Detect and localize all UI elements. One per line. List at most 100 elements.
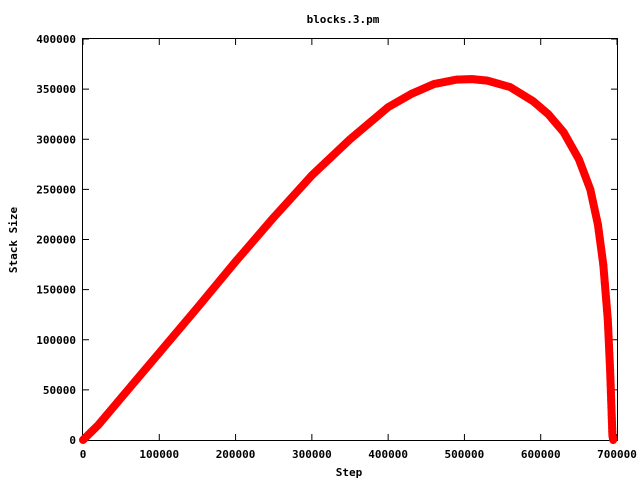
x-tick-label: 600000 [521, 448, 561, 461]
y-tick-label: 200000 [36, 234, 76, 247]
data-point-marker [206, 288, 215, 297]
data-point-marker [148, 356, 157, 365]
data-point-marker [559, 128, 568, 137]
data-point-marker [592, 214, 601, 223]
y-tick-label: 100000 [36, 334, 76, 347]
data-point-marker [314, 165, 323, 174]
data-point-marker [580, 170, 589, 179]
data-point-marker [193, 303, 202, 312]
y-tick-label: 300000 [36, 133, 76, 146]
data-point-marker [129, 378, 138, 387]
data-point-marker [282, 199, 291, 208]
data-point-marker [187, 311, 196, 320]
data-point-marker [377, 108, 386, 117]
data-point-marker [582, 175, 591, 184]
data-point-marker [586, 185, 595, 194]
data-point-marker [225, 265, 234, 274]
data-point-marker [244, 242, 253, 251]
data-point-marker [168, 333, 176, 342]
data-point-marker [606, 388, 615, 397]
data-point-marker [333, 147, 342, 156]
x-axis-label: Step [336, 466, 363, 479]
data-point-marker [574, 155, 583, 164]
data-point-marker [494, 79, 503, 88]
data-point-marker [584, 180, 593, 189]
data-point-marker [358, 124, 367, 133]
data-point-marker [94, 420, 103, 429]
data-point-marker [263, 220, 272, 229]
data-point-marker [588, 197, 597, 206]
data-point-marker [237, 250, 246, 259]
data-point-marker [498, 80, 507, 89]
x-tick-label: 300000 [292, 448, 332, 461]
data-point-marker [418, 85, 427, 94]
x-tick-label: 500000 [445, 448, 485, 461]
data-point-marker [600, 278, 609, 287]
y-tick-label: 0 [69, 434, 76, 447]
data-point-marker [414, 86, 423, 95]
data-point-marker [603, 315, 612, 324]
data-point-marker [276, 206, 285, 215]
data-point-marker [597, 247, 606, 256]
x-tick-label: 700000 [597, 448, 637, 461]
data-point-marker [599, 260, 608, 269]
y-tick-label: 50000 [43, 384, 76, 397]
data-point-marker [301, 178, 310, 187]
data-point-marker [502, 82, 511, 91]
y-tick-label: 400000 [36, 33, 76, 46]
data-point-marker [174, 326, 183, 335]
data-point-marker [600, 269, 609, 278]
data-point-marker [445, 77, 454, 86]
data-point-marker [578, 165, 587, 174]
data-point-marker [596, 240, 605, 249]
data-point-marker [606, 380, 615, 389]
data-point-marker [604, 332, 613, 341]
data-point-marker [448, 76, 457, 85]
data-point-marker [257, 228, 265, 237]
data-point-marker [320, 159, 329, 168]
chart-title: blocks.3.pm [307, 13, 380, 26]
data-point-marker [326, 153, 335, 162]
data-point-marker [155, 348, 164, 357]
data-point-marker [593, 220, 602, 229]
data-point-marker [307, 171, 316, 180]
data-point-marker [105, 407, 114, 416]
data-point-marker [410, 88, 419, 97]
data-point-marker [607, 403, 616, 412]
data-point-marker [483, 76, 492, 85]
data-point-marker [598, 253, 607, 262]
data-point-marker [603, 306, 612, 315]
data-point-marker [590, 202, 599, 211]
data-point-marker [136, 371, 145, 380]
data-point-marker [346, 135, 354, 144]
data-point-marker [601, 288, 610, 297]
data-point-marker [109, 402, 118, 411]
series-stack-size [79, 75, 618, 444]
data-point-marker [218, 272, 227, 281]
data-point-marker [591, 208, 600, 217]
data-point-marker [433, 79, 442, 88]
series-band [79, 75, 618, 444]
data-point-marker [365, 119, 374, 128]
data-point-marker [595, 233, 604, 242]
data-point-marker [161, 341, 170, 350]
data-point-marker [569, 146, 578, 155]
data-point-marker [562, 132, 571, 141]
y-tick-label: 250000 [36, 183, 76, 196]
x-tick-label: 400000 [368, 448, 408, 461]
y-tick-label: 350000 [36, 83, 76, 96]
data-point-marker [606, 373, 615, 382]
data-point-marker [269, 213, 278, 222]
data-point-marker [490, 78, 499, 87]
data-point-marker [199, 295, 208, 304]
data-point-marker [101, 411, 110, 420]
data-point-marker [602, 297, 611, 306]
data-point-marker [604, 324, 613, 333]
data-point-marker [117, 393, 126, 402]
data-point-marker [437, 78, 446, 87]
data-point-marker [609, 436, 618, 444]
data-point-marker [606, 365, 615, 374]
plot-area-frame [82, 38, 618, 441]
data-point-marker [123, 386, 132, 395]
y-axis-label: Stack Size [7, 207, 20, 274]
